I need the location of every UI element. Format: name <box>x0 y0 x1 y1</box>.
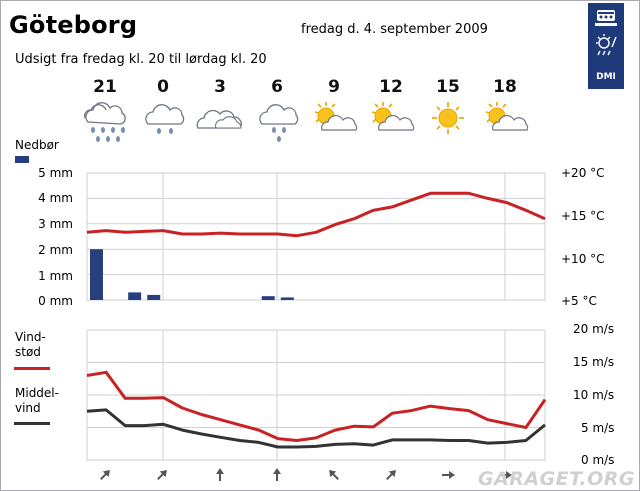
wind-arrow-icon <box>499 471 512 479</box>
cloud-icon <box>196 109 242 129</box>
tick-label: 2 mm <box>38 243 73 257</box>
tick-label: +20 °C <box>561 166 605 180</box>
wind-arrow-icon <box>273 468 281 481</box>
hour-label: 3 <box>214 77 226 97</box>
wind-arrow-icon <box>329 470 339 480</box>
gust-legend-label: Vind- stød <box>15 330 46 359</box>
wind-direction-row <box>100 468 512 481</box>
tick-label: 0 m/s <box>581 453 615 467</box>
hour-label: 15 <box>436 77 460 97</box>
gust-legend-swatch <box>14 367 50 370</box>
hour-label: 9 <box>328 77 340 97</box>
sun-cloud-icon <box>485 102 529 131</box>
tick-label: 15 m/s <box>573 355 615 369</box>
wind-arrow-icon <box>442 471 455 479</box>
tick-label: 5 mm <box>38 166 73 180</box>
forecast-period: Udsigt fra fredag kl. 20 til lørdag kl. … <box>15 52 267 67</box>
precip-bar <box>147 294 161 300</box>
precip-bar <box>128 292 142 300</box>
dmi-logo[interactable]: DMI <box>588 3 624 89</box>
logo-text: DMI <box>596 72 616 82</box>
precip-temp-chart <box>86 172 546 301</box>
precip-bar <box>280 297 294 300</box>
tick-label: 5 m/s <box>581 421 615 435</box>
wind-arrow-icon <box>100 470 110 480</box>
hour-label: 6 <box>271 77 283 97</box>
gust-line <box>86 370 547 442</box>
tick-label: 4 mm <box>38 191 73 205</box>
tick-label: +10 °C <box>561 252 605 266</box>
precip-bar <box>90 249 103 300</box>
plot-area <box>86 172 546 301</box>
temperature-line <box>86 191 546 238</box>
precip-bar <box>261 296 275 300</box>
precip-legend-swatch <box>15 156 29 163</box>
cloud-rain-icon <box>259 104 299 142</box>
tick-label: 1 mm <box>38 269 73 283</box>
hour-label: 12 <box>379 77 403 97</box>
sun-icon <box>432 102 464 134</box>
tick-label: 0 mm <box>38 294 73 308</box>
sun-cloud-icon <box>371 102 415 131</box>
forecast-date: fredag d. 4. september 2009 <box>301 22 488 37</box>
wind-arrow-icon <box>216 468 224 481</box>
hour-label: 0 <box>157 77 169 97</box>
tick-label: +15 °C <box>561 209 605 223</box>
hour-label: 18 <box>493 77 517 97</box>
dmi-logo-icon: DMI <box>588 3 624 89</box>
tick-label: 3 mm <box>38 217 73 231</box>
mean-wind-line <box>86 408 546 449</box>
wind-arrow-icon <box>157 470 167 480</box>
watermark-text: GARAGET.ORG <box>477 468 635 490</box>
precip-legend-label: Nedbør <box>15 138 59 152</box>
mean-wind-legend-swatch <box>14 422 50 425</box>
city-title: Göteborg <box>9 11 138 39</box>
cloud-rain-icon <box>84 102 126 142</box>
wind-arrow-icon <box>386 470 396 480</box>
sun-cloud-icon <box>314 102 358 131</box>
mean-wind-legend-label: Middel- vind <box>15 386 59 415</box>
cloud-rain-icon <box>145 104 185 134</box>
hour-label: 21 <box>93 77 117 97</box>
wind-chart <box>86 329 547 461</box>
tick-label: 10 m/s <box>573 388 615 402</box>
tick-label: +5 °C <box>561 294 597 308</box>
tick-label: 20 m/s <box>573 322 615 336</box>
